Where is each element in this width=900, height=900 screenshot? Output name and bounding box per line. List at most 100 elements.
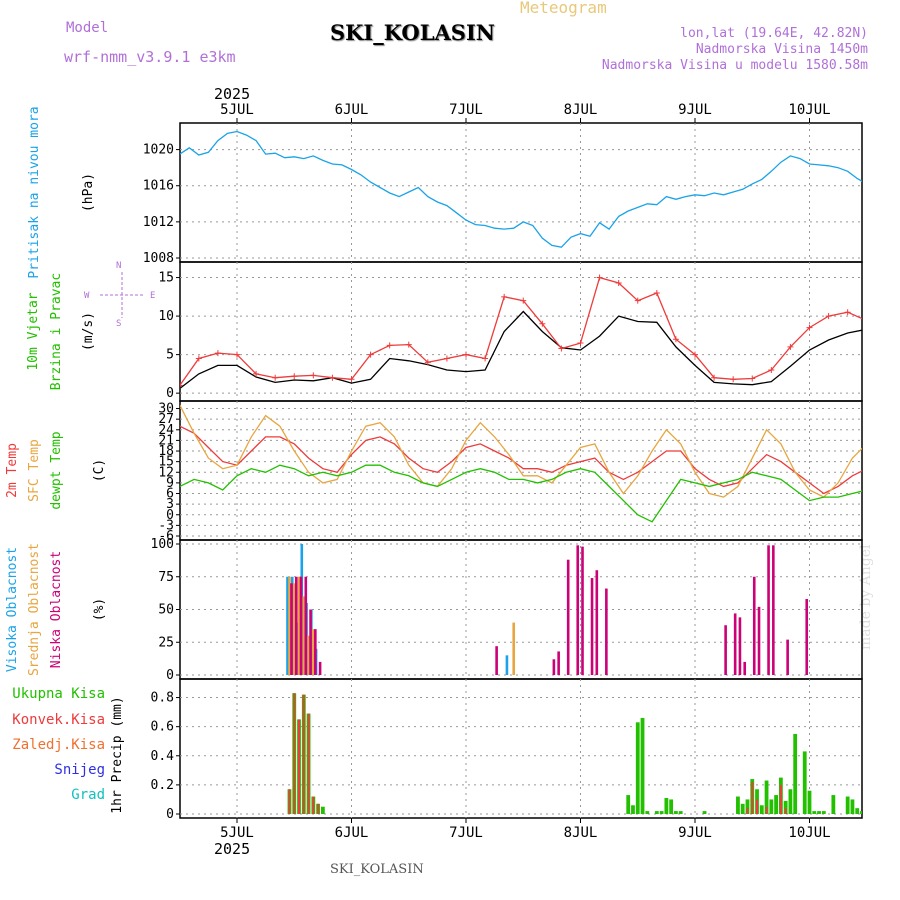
clouds-bar bbox=[752, 576, 756, 675]
date-tick-top: 9JUL bbox=[678, 102, 712, 118]
temperature-ytick-label: 15 bbox=[158, 455, 174, 470]
temperature-ytick-label: 12 bbox=[158, 465, 174, 480]
wind-gust-marker bbox=[463, 351, 469, 358]
precip-bar bbox=[751, 781, 754, 814]
wind-ytick-label: 10 bbox=[158, 309, 174, 324]
clouds-bar bbox=[805, 599, 809, 675]
temperature-plot-area bbox=[180, 404, 862, 523]
precip-ytick-label: 0.4 bbox=[151, 749, 175, 764]
clouds-axis-label: Visoka Oblacnost bbox=[5, 547, 20, 672]
pressure-ytick-label: 1012 bbox=[143, 215, 174, 230]
precip-legend-entry: Grad bbox=[71, 787, 105, 803]
precip-legend-entry: Ukupna Kisa bbox=[12, 686, 105, 702]
precip-bar bbox=[764, 780, 769, 814]
clouds-ytick-label: 0 bbox=[166, 668, 174, 683]
date-tick-bottom: 6JUL bbox=[335, 825, 369, 841]
model-name: wrf-nmm_v3.9.1 e3km bbox=[64, 48, 236, 66]
wind-gust-marker bbox=[272, 374, 279, 381]
date-tick-top: 10JUL bbox=[788, 102, 830, 118]
precip-plot-area bbox=[287, 693, 862, 814]
precip-bar bbox=[659, 811, 664, 814]
clouds-bar bbox=[743, 661, 747, 675]
wind-gust-marker bbox=[615, 279, 622, 286]
wind-gust-marker bbox=[195, 355, 202, 362]
footer-station-name: SKI_KOLASIN bbox=[330, 862, 424, 877]
precip-bar bbox=[850, 799, 855, 814]
temperature-ytick-label: 27 bbox=[158, 412, 174, 427]
precip-legend-entry: Zaledj.Kisa bbox=[12, 737, 105, 753]
date-tick-top: 6JUL bbox=[335, 102, 369, 118]
clouds-bar bbox=[294, 576, 298, 675]
clouds-bar bbox=[309, 609, 312, 675]
clouds-bar bbox=[307, 635, 310, 675]
pressure-axis-label: Pritisak na nivou mora bbox=[27, 106, 42, 278]
wind-gust-marker bbox=[634, 297, 641, 304]
clouds-bar bbox=[312, 629, 315, 675]
clouds-bar bbox=[581, 546, 584, 675]
year-label-top: 2025 bbox=[214, 85, 250, 103]
clouds-bar bbox=[738, 617, 742, 675]
wind-gust-marker bbox=[730, 376, 737, 383]
temperature-ytick-label: 6 bbox=[166, 487, 174, 502]
wind-gust-marker bbox=[348, 376, 355, 383]
wind-gust-marker bbox=[291, 373, 298, 380]
compass-south: S bbox=[116, 319, 121, 329]
pressure-ytick-label: 1016 bbox=[143, 179, 174, 194]
precip-bar bbox=[654, 811, 659, 814]
clouds-axis-label: Niska Oblacnost bbox=[49, 551, 64, 668]
wind-ytick-label: 0 bbox=[166, 386, 174, 401]
wind-axis-label: 10m Vjetar bbox=[26, 292, 41, 370]
precip-panel-frame bbox=[179, 678, 863, 819]
clouds-bar bbox=[318, 661, 322, 675]
temperature-ytick-label: 30 bbox=[158, 402, 174, 417]
precip-bar bbox=[807, 790, 812, 814]
wind-gust-marker bbox=[711, 374, 718, 381]
clouds-bar bbox=[595, 570, 599, 675]
wind-gust-marker bbox=[214, 350, 221, 357]
clouds-bar bbox=[299, 576, 303, 675]
precip-bar bbox=[626, 795, 631, 814]
temperature-axis-label: 2m Temp bbox=[5, 443, 20, 498]
precip-bar bbox=[631, 805, 635, 814]
pressure-ytick-label: 1008 bbox=[143, 251, 174, 266]
precip-bar bbox=[774, 795, 779, 814]
model-altitude: Nadmorska Visina u modelu 1580.58m bbox=[601, 58, 868, 73]
clouds-bar bbox=[552, 659, 556, 675]
wind-series-line bbox=[180, 310, 862, 390]
wind-gust-marker bbox=[749, 375, 756, 382]
precip-bar bbox=[769, 799, 774, 814]
wind-gust-marker bbox=[653, 289, 660, 296]
clouds-bar bbox=[724, 625, 727, 675]
temperature-panel-frame bbox=[179, 400, 863, 541]
precip-legend-entry: Konvek.Kisa bbox=[12, 712, 105, 728]
year-label-bottom: 2025 bbox=[214, 840, 250, 858]
date-tick-top: 8JUL bbox=[564, 102, 598, 118]
temperature-ytick-label: -3 bbox=[158, 518, 174, 533]
wind-series-line bbox=[180, 276, 862, 386]
model-label: Model bbox=[66, 20, 109, 36]
wind-gust-marker bbox=[180, 382, 183, 389]
date-tick-top: 5JUL bbox=[220, 102, 254, 118]
precip-bar bbox=[740, 803, 745, 814]
clouds-bar bbox=[772, 545, 775, 675]
precip-bar bbox=[640, 717, 645, 814]
precip-bar bbox=[674, 811, 678, 814]
precip-bar bbox=[307, 713, 310, 814]
temperature-ytick-label: 9 bbox=[166, 476, 174, 491]
clouds-bar bbox=[566, 559, 570, 675]
temperature-ytick-label: 3 bbox=[166, 497, 174, 512]
temperature-ytick-label: 18 bbox=[158, 444, 174, 459]
precip-legend-entry: Snijeg bbox=[54, 762, 105, 778]
wind-gust-marker bbox=[253, 370, 260, 377]
wind-gust-marker bbox=[768, 367, 775, 374]
pressure-plot-area bbox=[180, 130, 862, 248]
precip-bar bbox=[821, 811, 826, 814]
precip-bar bbox=[664, 797, 669, 814]
precip-bar bbox=[745, 799, 750, 814]
clouds-bar bbox=[557, 651, 560, 675]
wind-gust-marker bbox=[844, 309, 851, 316]
precip-ytick-label: 0.2 bbox=[151, 778, 174, 793]
pressure-series-line bbox=[180, 130, 862, 248]
clouds-bar bbox=[302, 596, 306, 675]
